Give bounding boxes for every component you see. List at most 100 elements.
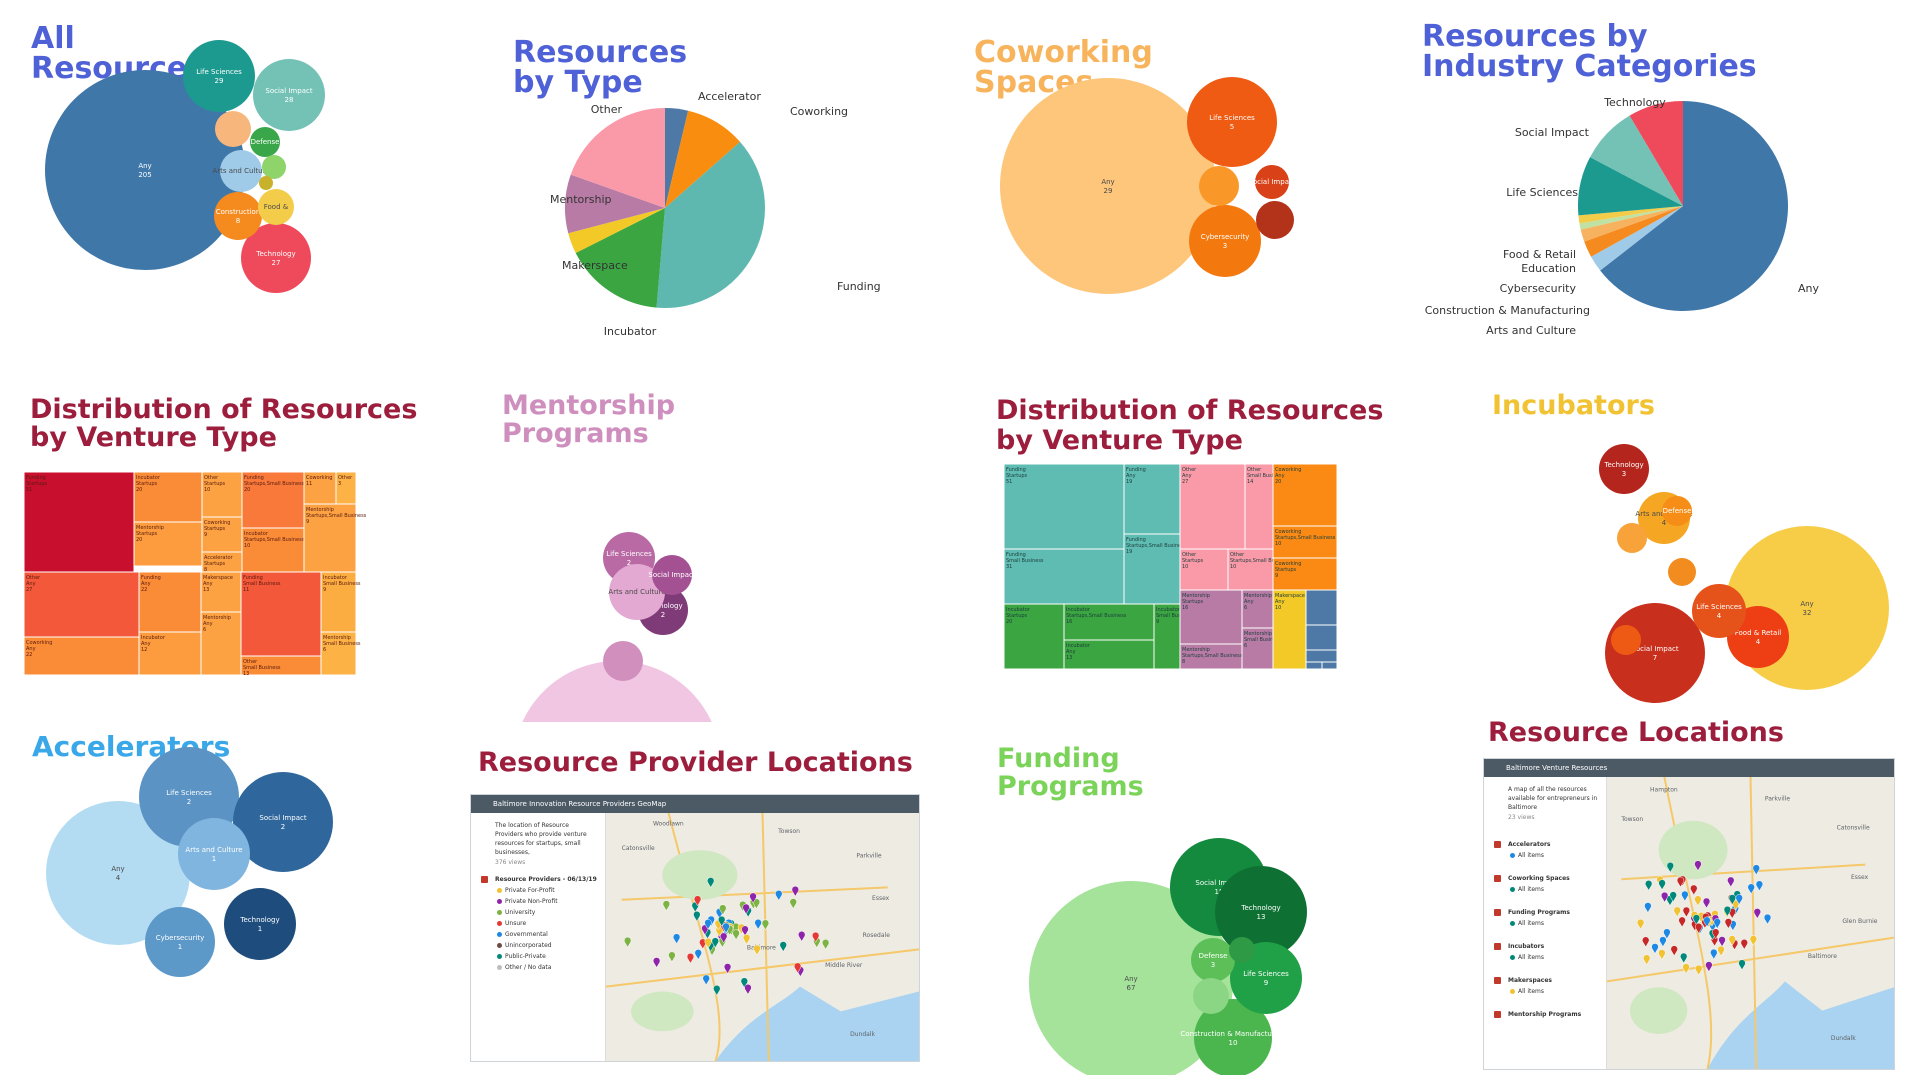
treemap-label: Incubator — [1006, 607, 1031, 613]
pie-slice-technology — [1629, 101, 1683, 206]
bubble-mark — [259, 176, 273, 190]
map-pin-mark — [1682, 906, 1690, 918]
treemap-label: Startups,Small Business — [1230, 558, 1291, 564]
chart-industry-categories: Any Arts and Culture Construction & Manufa… — [1425, 96, 1820, 337]
map-pin — [1763, 913, 1772, 925]
bubble-mark — [45, 70, 245, 270]
map-pin — [1642, 936, 1650, 948]
bubble-mark — [178, 818, 250, 890]
treemap-label: 10 — [1182, 564, 1188, 570]
treemap-rect — [1241, 627, 1274, 670]
map-layer-title[interactable]: Funding Programs — [1484, 905, 1606, 918]
bubble-mark — [1617, 523, 1647, 553]
treemap-rect — [200, 571, 242, 613]
map-pin-mark — [1695, 964, 1703, 976]
treemap-label: 6 — [203, 627, 206, 633]
map-canvas[interactable]: Catonsville Woodlawn Towson Parkville Dundal… — [606, 813, 919, 1061]
map-pin-mark — [1644, 902, 1652, 913]
map-layer-title[interactable]: Resource Providers - 06/13/19 — [471, 872, 605, 885]
layer-item-label: All items — [1518, 988, 1545, 995]
map-layer-title[interactable]: Incubators — [1484, 939, 1606, 952]
map-pin — [1644, 902, 1652, 913]
panel-title: Distribution of Resources by Venture Typ… — [996, 395, 1384, 456]
layer-pin-icon — [1510, 989, 1515, 994]
map-layer-title[interactable]: Coworking Spaces — [1484, 871, 1606, 884]
map-pin — [1643, 954, 1651, 966]
map-description: The location of Resource Providers who p… — [495, 822, 587, 856]
map-layer-title[interactable]: Makerspaces — [1484, 973, 1606, 986]
bubble-mark — [1193, 978, 1229, 1014]
treemap-rect — [201, 471, 243, 518]
map-pin-mark — [761, 919, 770, 931]
map-pin — [686, 953, 695, 964]
bubble-label: Life Sciences — [1209, 114, 1255, 122]
map-pin — [720, 932, 728, 944]
treemap-label: Other — [1230, 552, 1245, 558]
treemap-label: Mentorship — [203, 615, 231, 621]
bubble-arts-and-culture: Arts and Culture — [212, 150, 270, 192]
map-drawing[interactable]: Towson Hampton Parkville Catonsville Dundalk… — [1607, 777, 1894, 1069]
bubble-value: 4 — [116, 874, 121, 882]
bubble-social-impact: Social Impact — [1248, 165, 1296, 199]
map-pin — [1703, 916, 1711, 928]
map-pin-mark — [1663, 928, 1671, 940]
map-pin — [693, 895, 702, 907]
bubble-label: Any — [1800, 600, 1813, 608]
panel-funding-programs: Funding Programs Any 67 Social Impact 15 Tec… — [986, 745, 1426, 1075]
bubble-value: 2 — [187, 798, 191, 806]
bubble-any: Any28 — [522, 661, 712, 722]
resource-map[interactable]: Baltimore Venture Resources A map of all… — [1483, 758, 1895, 1070]
bubble-label: Arts and Culture — [212, 167, 269, 175]
bubble-value: 5 — [1230, 123, 1234, 131]
panel-title: Incubators — [1492, 390, 1655, 421]
provider-geomap[interactable]: Baltimore Innovation Resource Providers … — [470, 794, 920, 1062]
map-pin-mark — [672, 933, 681, 945]
treemap-label: Startups,Small Business — [1066, 613, 1127, 619]
treemap-label: 9 — [204, 532, 207, 538]
treemap-label: Startups — [1275, 567, 1297, 573]
legend-pin-icon — [497, 910, 502, 915]
treemap-label: 20 — [1275, 479, 1281, 485]
legend-item: Unsure — [471, 918, 605, 929]
map-description: A map of all the resources available for… — [1508, 786, 1598, 811]
map-layer-title[interactable]: Mentorship Programs — [1484, 1007, 1606, 1020]
legend-item: Public-Private — [471, 951, 605, 962]
map-place-label: Dundalk — [850, 1031, 875, 1038]
map-pin-mark — [753, 944, 761, 956]
treemap-label: Any — [26, 581, 36, 587]
map-layer-title[interactable]: Accelerators — [1484, 837, 1606, 850]
pie-label: Technology — [1603, 96, 1666, 109]
bubble-label: Technology — [1240, 904, 1280, 912]
treemap-label: 10 — [1230, 564, 1236, 570]
map-pin — [1713, 918, 1721, 929]
map-pin — [711, 937, 719, 949]
treemap-label: Small Business — [323, 581, 361, 587]
pie-label: Other — [591, 103, 623, 116]
treemap-label: Mentorship — [323, 635, 351, 641]
treemap-rect — [1321, 661, 1338, 670]
bubble-mark — [215, 111, 251, 147]
map-pin-mark — [652, 957, 661, 968]
treemap-label: Incubator — [1156, 607, 1181, 613]
bubble-label: Social Impact — [1248, 178, 1295, 186]
bubble-mark — [1599, 444, 1649, 494]
bubble-label: Cybersecurity — [1201, 233, 1250, 241]
map-canvas[interactable]: Towson Hampton Parkville Catonsville Dundalk… — [1607, 777, 1894, 1069]
map-pin-mark — [741, 925, 749, 937]
bubble-value: 2 — [627, 559, 631, 567]
map-drawing[interactable]: Catonsville Woodlawn Towson Parkville Dundal… — [606, 813, 919, 1061]
treemap-label: Startups — [136, 481, 158, 487]
treemap-rect — [1179, 643, 1243, 670]
pie-label: Life Sciences — [1506, 186, 1578, 199]
treemap-rect — [1272, 557, 1338, 591]
bubble-unlabeled — [1229, 937, 1255, 963]
